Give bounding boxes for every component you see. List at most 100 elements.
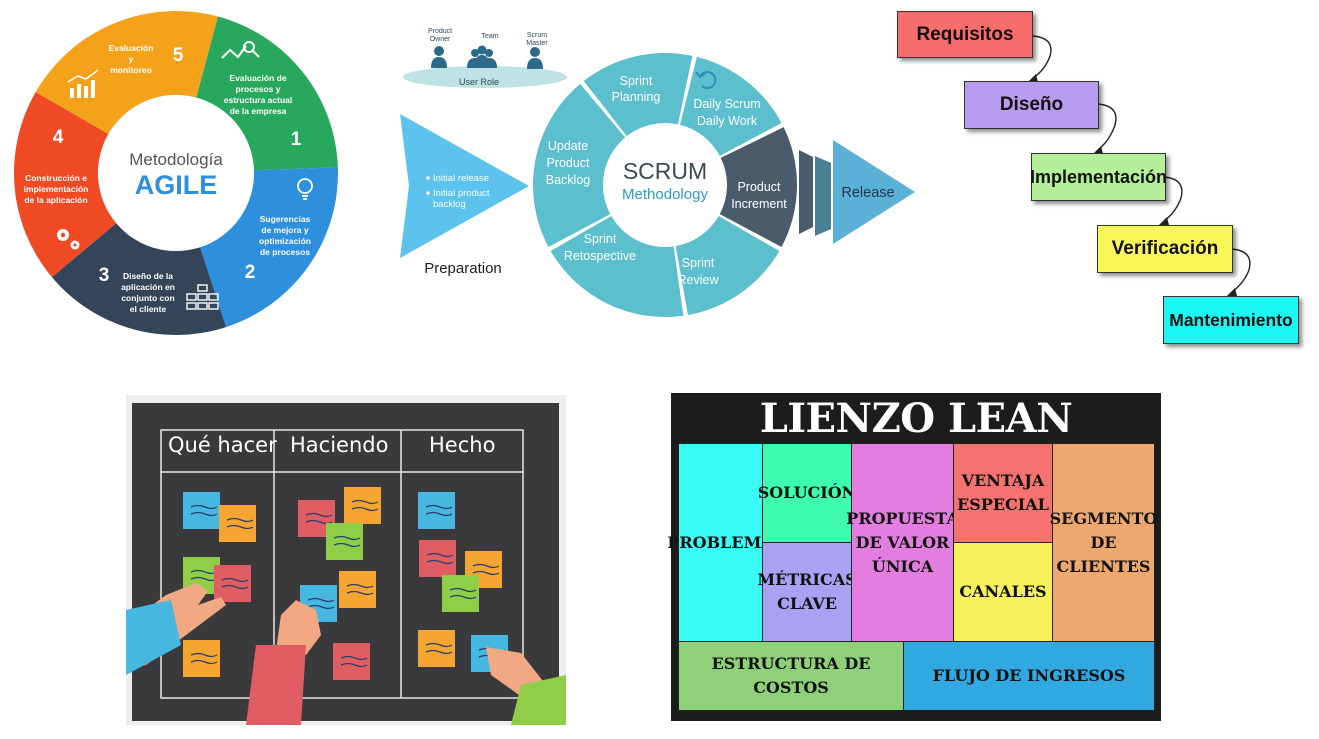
waterfall-step-label: Implementación bbox=[1029, 166, 1168, 187]
lc-ventaja-line1: VENTAJA bbox=[961, 471, 1045, 490]
waterfall-step-requisitos: Requisitos bbox=[897, 11, 1033, 58]
lc-metricas: MÉTRICAS CLAVE bbox=[757, 542, 857, 642]
waterfall-step-label: Verificación bbox=[1111, 238, 1219, 259]
lc-ingresos-label: FLUJO DE INGRESOS bbox=[932, 666, 1126, 685]
lc-costos-label: ESTRUCTURA DE COSTOS bbox=[711, 654, 871, 697]
waterfall-step-verificacion: Verificación bbox=[1097, 225, 1233, 273]
release-chevron-1 bbox=[799, 150, 813, 234]
lc-canales: CANALES bbox=[953, 542, 1053, 642]
agile-seg1-line4: de la empresa bbox=[230, 106, 287, 116]
update-backlog-3: Backlog bbox=[546, 173, 591, 187]
scrum-seg-daily-scrum bbox=[679, 56, 782, 156]
scrum-center-subtitle: Methodology bbox=[622, 186, 708, 203]
role-team-label: Team bbox=[481, 33, 498, 40]
lc-ventaja: VENTAJA ESPECIAL bbox=[953, 443, 1053, 543]
sticky-note bbox=[418, 630, 455, 667]
lc-solucion: SOLUCIÓN bbox=[758, 443, 856, 543]
release-arrow bbox=[833, 140, 915, 244]
role-master-label-2: Master bbox=[526, 40, 548, 47]
agile-seg5-line3: monitoreo bbox=[110, 65, 152, 75]
waterfall-connectors bbox=[1028, 35, 1251, 296]
lean-canvas-title: LIENZO LEAN CANVAS bbox=[759, 395, 1073, 494]
lc-ventaja-line2: ESPECIAL bbox=[957, 495, 1049, 514]
scrum-seg-update-backlog bbox=[533, 83, 626, 247]
product-increment-1: Product bbox=[737, 180, 781, 194]
agile-seg3-line2: aplicación en bbox=[121, 282, 175, 292]
waterfall-step-mantenimiento: Mantenimiento bbox=[1163, 296, 1299, 344]
prep-item-initial-backlog-1: Initial product bbox=[433, 188, 490, 199]
scrum-center-circle bbox=[605, 125, 725, 245]
agile-seg2-line2: de mejora y bbox=[261, 225, 309, 235]
sprint-retro-2: Retospective bbox=[564, 249, 636, 263]
analytics-icon bbox=[221, 41, 260, 59]
kanban-column-todo: Qué hacer bbox=[168, 433, 277, 457]
agile-seg1-line2: procesos y bbox=[236, 84, 281, 94]
scrum-seg-sprint-retrospective bbox=[550, 216, 684, 317]
agile-seg4-line3: de la aplicación bbox=[24, 195, 87, 205]
agile-center-title: AGILE bbox=[135, 170, 218, 200]
scrum-center-title: SCRUM bbox=[623, 158, 707, 184]
lc-solucion-label: SOLUCIÓN bbox=[757, 483, 857, 502]
bullet-dot bbox=[426, 176, 430, 180]
agile-seg3-line4: el cliente bbox=[130, 304, 167, 314]
waterfall-step-label: Diseño bbox=[999, 94, 1064, 115]
scrum-seg-sprint-review bbox=[675, 216, 780, 315]
daily-scrum-2: Daily Work bbox=[697, 114, 758, 128]
scrum-seg-product-increment bbox=[719, 127, 797, 247]
agile-seg2-number: 2 bbox=[245, 262, 256, 283]
product-owner-icon bbox=[431, 46, 447, 68]
agile-segment-2 bbox=[200, 167, 338, 328]
sprint-review-1: Sprint bbox=[682, 256, 715, 270]
sticky-note bbox=[419, 540, 456, 577]
sticky-note bbox=[418, 492, 455, 529]
update-backlog-2: Product bbox=[546, 156, 590, 170]
lightbulb-icon bbox=[297, 178, 313, 200]
lc-problema: PROBLEMA bbox=[667, 443, 774, 642]
bullet-dot bbox=[426, 191, 430, 195]
update-backlog-1: Update bbox=[548, 139, 588, 153]
sticky-note bbox=[183, 640, 220, 677]
lc-propuesta-line3: ÚNICA bbox=[871, 556, 934, 576]
kanban-column-doing: Haciendo bbox=[290, 433, 389, 457]
sticky-note bbox=[442, 575, 479, 612]
user-role-ellipse bbox=[403, 66, 567, 88]
agile-seg1-line1: Evaluación de bbox=[229, 73, 286, 83]
waterfall-step-implementacion: Implementación bbox=[1029, 153, 1168, 201]
gears-icon bbox=[57, 229, 80, 250]
kanban-board-illustration: Qué hacer Haciendo Hecho bbox=[126, 395, 566, 725]
agile-seg1-line3: estructura actual bbox=[224, 95, 293, 105]
sticky-note bbox=[344, 487, 381, 524]
agile-seg5-number: 5 bbox=[173, 45, 184, 66]
agile-seg2-line1: Sugerencias bbox=[260, 214, 311, 224]
agile-seg1-number: 1 bbox=[291, 129, 302, 150]
agile-seg4-number: 4 bbox=[53, 127, 64, 148]
role-master-label-1: Scrum bbox=[527, 32, 547, 39]
sticky-note bbox=[333, 643, 370, 680]
preparation-arrow bbox=[400, 114, 529, 258]
lc-problema-label: PROBLEMA bbox=[667, 532, 774, 552]
refresh-icon bbox=[695, 71, 717, 90]
lc-propuesta: PROPUESTA DE VALOR ÚNICA bbox=[846, 443, 959, 642]
lc-metricas-line1: MÉTRICAS bbox=[757, 570, 857, 589]
agile-center-label: Metodología bbox=[129, 150, 223, 169]
blocks-icon bbox=[186, 284, 219, 310]
scrum-seg-sprint-planning bbox=[583, 53, 693, 137]
bar-chart-icon bbox=[67, 69, 99, 98]
sticky-note bbox=[214, 565, 251, 602]
lc-metricas-line2: CLAVE bbox=[777, 594, 837, 613]
agile-seg3-line1: Diseño de la bbox=[123, 271, 173, 281]
product-increment-2: Increment bbox=[731, 197, 787, 211]
left-hand bbox=[126, 583, 226, 675]
sticky-note bbox=[219, 505, 256, 542]
agile-seg5-line1: Evaluación bbox=[109, 43, 154, 53]
middle-hand bbox=[246, 600, 321, 725]
sticky-note bbox=[183, 492, 220, 529]
lc-segmento: SEGMENTO DE CLIENTES bbox=[1050, 443, 1157, 642]
scrum-master-icon bbox=[527, 47, 543, 69]
agile-segment-1 bbox=[196, 16, 338, 171]
waterfall-step-diseno: Diseño bbox=[964, 81, 1099, 129]
agile-seg2-line3: optimización bbox=[259, 236, 311, 246]
lc-propuesta-line2: DE VALOR bbox=[855, 532, 950, 552]
agile-seg4-line2: implementación bbox=[24, 184, 89, 194]
team-icon bbox=[467, 45, 497, 68]
